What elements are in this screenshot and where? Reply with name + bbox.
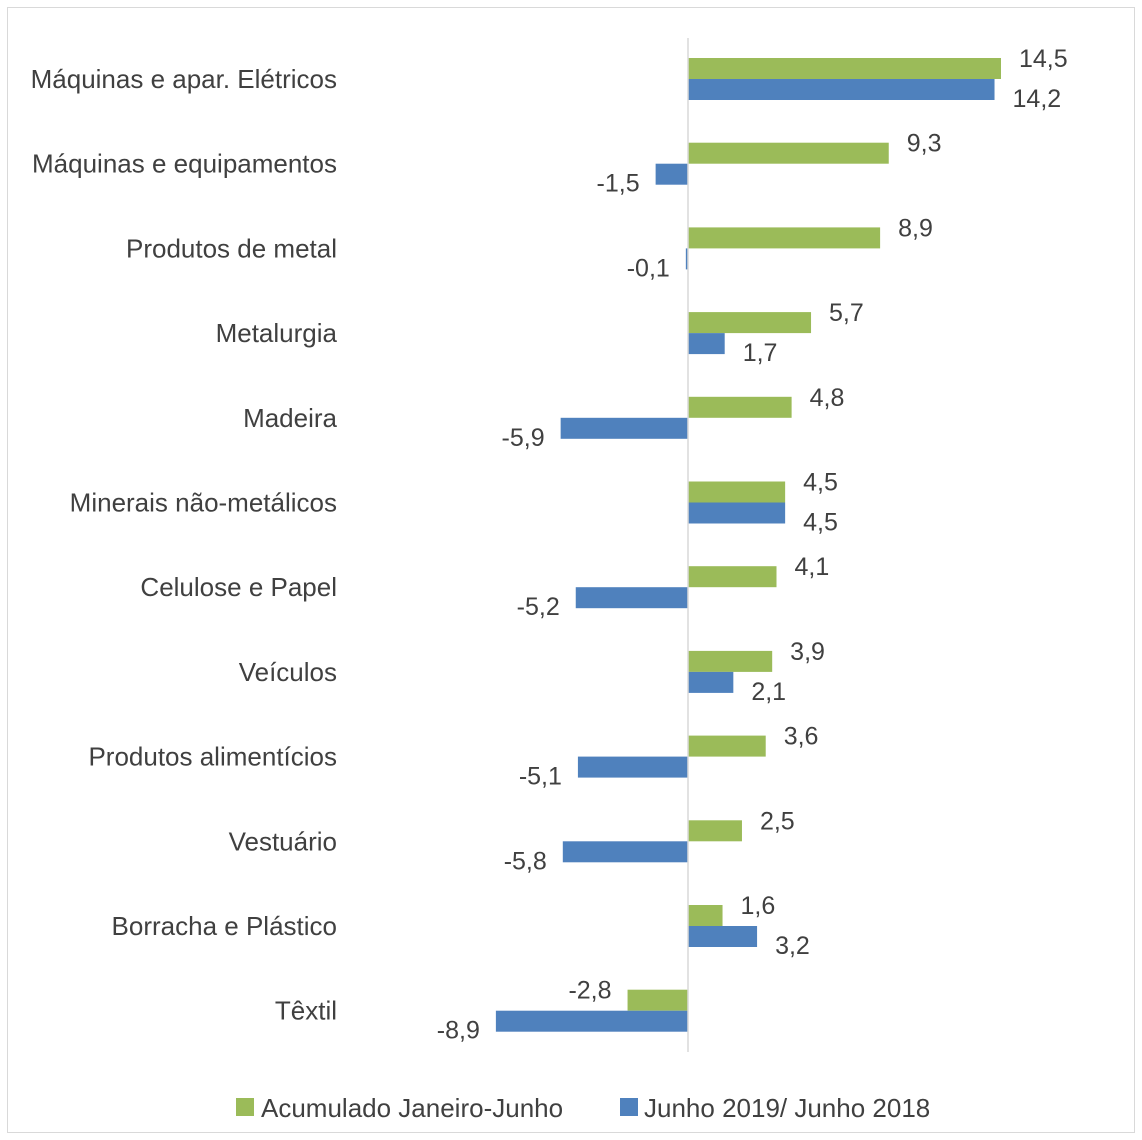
bar-junho	[575, 587, 688, 609]
bar-acumulado	[688, 142, 889, 164]
bar-acumulado	[688, 481, 786, 503]
data-label-junho: -0,1	[627, 254, 670, 282]
bar-junho	[685, 248, 688, 270]
category-label: Madeira	[243, 403, 337, 433]
data-label-junho: -5,9	[502, 424, 545, 452]
category-label: Vestuário	[229, 826, 337, 856]
legend-label-junho: Junho 2019/ Junho 2018	[644, 1093, 930, 1123]
data-label-acumulado: 4,8	[810, 384, 845, 412]
category-label: Veículos	[239, 657, 337, 687]
data-label-junho: 1,7	[743, 339, 778, 367]
category-label: Minerais não-metálicos	[70, 488, 337, 518]
data-label-junho: 2,1	[751, 678, 786, 706]
category-label: Produtos de metal	[126, 233, 337, 263]
data-label-acumulado: 1,6	[741, 892, 776, 920]
category-label: Produtos alimentícios	[88, 742, 337, 772]
bar-acumulado	[688, 820, 742, 842]
bar-acumulado	[688, 566, 777, 588]
data-label-acumulado: 9,3	[907, 130, 942, 158]
bar-acumulado	[688, 905, 723, 926]
bar-junho	[655, 163, 688, 185]
bar-junho	[688, 926, 758, 947]
data-label-junho: -8,9	[437, 1017, 480, 1045]
bar-junho	[562, 841, 688, 863]
bar-acumulado	[627, 989, 688, 1011]
category-label: Metalurgia	[216, 318, 338, 348]
category-label: Têxtil	[275, 996, 337, 1026]
bar-junho	[495, 1010, 688, 1032]
data-label-acumulado: 4,5	[803, 469, 838, 497]
data-label-junho: -5,2	[517, 593, 560, 621]
bar-acumulado	[688, 227, 881, 249]
data-label-acumulado: 3,9	[790, 638, 825, 666]
bar-junho	[577, 756, 688, 778]
bar-acumulado	[688, 650, 773, 672]
bar-acumulado	[688, 312, 812, 334]
data-label-junho: -5,8	[504, 847, 547, 875]
bar-acumulado	[688, 735, 766, 757]
legend-swatch-junho	[620, 1098, 638, 1116]
category-label: Borracha e Plástico	[112, 911, 337, 941]
bar-acumulado	[688, 396, 792, 418]
category-label: Máquinas e apar. Elétricos	[31, 64, 337, 94]
chart-frame	[7, 7, 1135, 1133]
bar-junho	[688, 671, 734, 693]
data-label-junho: 14,2	[1013, 85, 1062, 113]
data-label-acumulado: 8,9	[898, 214, 933, 242]
data-label-acumulado: 2,5	[760, 807, 795, 835]
bar-junho	[560, 417, 688, 439]
data-label-junho: 3,2	[775, 932, 810, 960]
data-label-acumulado: -2,8	[568, 977, 611, 1005]
category-label: Máquinas e equipamentos	[32, 149, 337, 179]
bar-acumulado	[688, 58, 1001, 79]
bar-junho	[688, 502, 786, 524]
data-label-acumulado: 5,7	[829, 299, 864, 327]
bar-junho	[688, 79, 995, 100]
data-label-junho: 4,5	[803, 509, 838, 537]
legend-label-acumulado: Acumulado Janeiro-Junho	[261, 1093, 563, 1123]
data-label-junho: -5,1	[519, 763, 562, 791]
data-label-acumulado: 4,1	[795, 553, 830, 581]
legend-swatch-acumulado	[236, 1098, 254, 1116]
data-label-junho: -1,5	[597, 170, 640, 198]
data-label-acumulado: 3,6	[784, 723, 819, 751]
data-label-acumulado: 14,5	[1019, 45, 1068, 73]
category-label: Celulose e Papel	[140, 572, 337, 602]
bar-junho	[688, 333, 725, 355]
